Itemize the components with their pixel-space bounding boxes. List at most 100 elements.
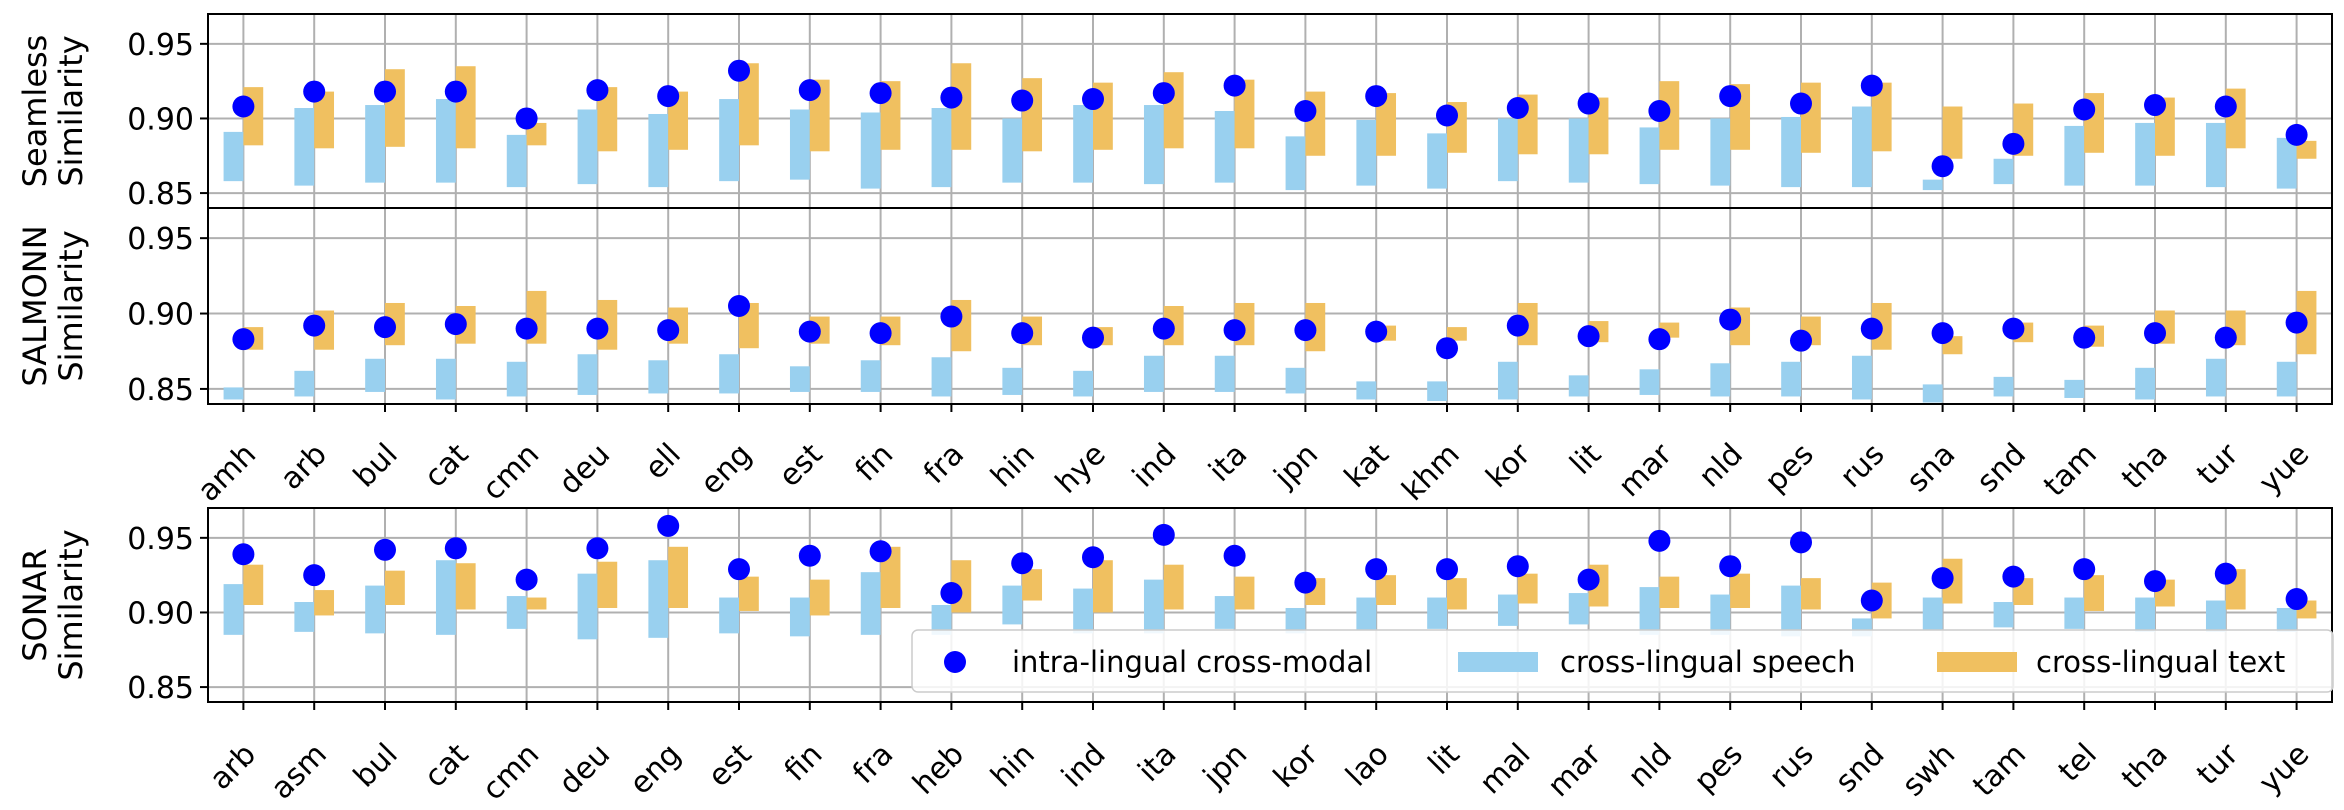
speech-bar-snd xyxy=(1993,158,2014,185)
speech-bar-tam xyxy=(2064,379,2085,398)
xtick-label-tam: tam xyxy=(2037,437,2104,504)
text-bar-rus xyxy=(1871,82,1892,152)
intra-dot-tur xyxy=(2214,326,2237,349)
speech-bar-nld xyxy=(1639,587,1660,635)
ylabel-line: SALMONN xyxy=(16,225,54,386)
intra-dot-hye xyxy=(1082,326,1104,349)
xtick-label-sna: sna xyxy=(1900,437,1962,499)
intra-dot-cat xyxy=(444,537,467,560)
intra-dot-cmn xyxy=(515,107,538,130)
ytick-label: 0.85 xyxy=(127,373,194,408)
speech-bar-tur xyxy=(2205,122,2226,188)
intra-dot-est xyxy=(798,320,821,343)
speech-bar-rus xyxy=(1851,355,1872,400)
intra-dot-fra xyxy=(940,305,963,328)
speech-bar-heb xyxy=(931,605,952,635)
xtick-label-hin: hin xyxy=(984,437,1042,495)
xtick-label-cmn: cmn xyxy=(476,737,547,808)
xtick-label-rus: rus xyxy=(1763,737,1821,795)
speech-bar-tha xyxy=(2135,122,2155,186)
xtick-label-pes: pes xyxy=(1758,437,1820,499)
xtick-label-heb: heb xyxy=(906,737,971,802)
speech-bar-mal xyxy=(1497,594,1518,626)
xtick-label-hin: hin xyxy=(984,737,1042,795)
intra-dot-ind xyxy=(1082,546,1104,569)
text-bar-arb xyxy=(243,564,264,605)
xtick-label-mal: mal xyxy=(1473,737,1537,801)
speech-bar-hye xyxy=(1073,370,1093,397)
legend-speech-marker xyxy=(1458,652,1538,672)
intra-dot-fra xyxy=(940,86,963,109)
intra-dot-nld xyxy=(1719,308,1742,331)
intra-dot-arb xyxy=(232,543,255,566)
speech-bar-mar xyxy=(1568,593,1589,625)
intra-dot-deu xyxy=(586,79,609,102)
xtick-label-arb: arb xyxy=(274,437,334,497)
speech-bar-pes xyxy=(1710,594,1731,635)
speech-bar-sna xyxy=(1922,179,1943,191)
intra-dot-khm xyxy=(1436,104,1458,127)
speech-bar-tam xyxy=(2064,125,2085,186)
speech-bar-eng xyxy=(719,99,739,182)
speech-bar-tur xyxy=(2205,600,2226,632)
xtick-label-amh: amh xyxy=(191,437,263,509)
text-bar-cat xyxy=(455,66,476,149)
speech-bar-ind xyxy=(1143,105,1164,185)
axes-frame xyxy=(207,207,2333,405)
text-bar-eng xyxy=(668,546,689,608)
speech-bar-jpn xyxy=(1285,136,1306,191)
text-bar-deu xyxy=(597,561,618,608)
intra-dot-ita xyxy=(1152,523,1175,546)
xtick-label-tam: tam xyxy=(1966,737,2033,804)
text-bar-fin xyxy=(809,579,830,616)
speech-bar-lao xyxy=(1356,597,1377,631)
intra-dot-heb xyxy=(940,582,963,605)
intra-dot-tha xyxy=(2144,570,2166,593)
intra-dot-tur xyxy=(2214,95,2237,118)
speech-bar-jpn xyxy=(1214,596,1235,629)
speech-bar-asm xyxy=(294,602,315,632)
xtick-label-jpn: jpn xyxy=(1196,737,1254,795)
ytick-label: 0.90 xyxy=(127,102,194,137)
intra-dot-est xyxy=(798,79,821,102)
xtick-label-snd: snd xyxy=(1829,737,1892,800)
xtick-label-ind: ind xyxy=(1126,437,1184,495)
intra-dot-bul xyxy=(374,538,396,561)
speech-bar-pes xyxy=(1781,361,1801,397)
axes-frame xyxy=(207,507,2333,703)
intra-dot-eng xyxy=(657,514,680,537)
text-bar-kat xyxy=(1376,93,1397,156)
intra-dot-mar xyxy=(1648,328,1671,351)
speech-bar-amh xyxy=(223,131,244,182)
intra-dot-sna xyxy=(1931,155,1954,178)
intra-dot-cat xyxy=(444,80,467,103)
xtick-label-fin: fin xyxy=(778,737,830,789)
speech-bar-bul xyxy=(365,585,385,634)
intra-dot-ell xyxy=(657,85,680,108)
text-bar-cmn xyxy=(526,122,547,146)
text-bar-bul xyxy=(385,570,405,605)
speech-bar-hin xyxy=(1002,585,1023,625)
intra-dot-kor xyxy=(1506,97,1529,120)
ytick-label: 0.95 xyxy=(127,522,194,557)
xtick-label-nld: nld xyxy=(1692,437,1750,495)
ytick-label: 0.90 xyxy=(127,596,194,631)
text-bar-cat xyxy=(455,563,476,610)
speech-bar-ell xyxy=(648,113,669,188)
xtick-label-deu: deu xyxy=(552,437,617,502)
intra-dot-tur xyxy=(2214,562,2237,585)
xtick-label-swh: swh xyxy=(1896,737,1963,804)
intra-dot-arb xyxy=(303,80,326,103)
speech-bar-mar xyxy=(1639,127,1660,185)
xtick-label-hye: hye xyxy=(1049,437,1113,501)
text-bar-fra xyxy=(951,63,972,150)
xtick-label-fra: fra xyxy=(917,437,971,491)
speech-bar-eng xyxy=(719,354,739,394)
intra-dot-tel xyxy=(2073,558,2096,581)
intra-dot-pes xyxy=(1790,92,1812,115)
speech-bar-ind xyxy=(1073,588,1093,634)
speech-bar-est xyxy=(789,366,810,392)
text-bar-lao xyxy=(1376,575,1397,605)
